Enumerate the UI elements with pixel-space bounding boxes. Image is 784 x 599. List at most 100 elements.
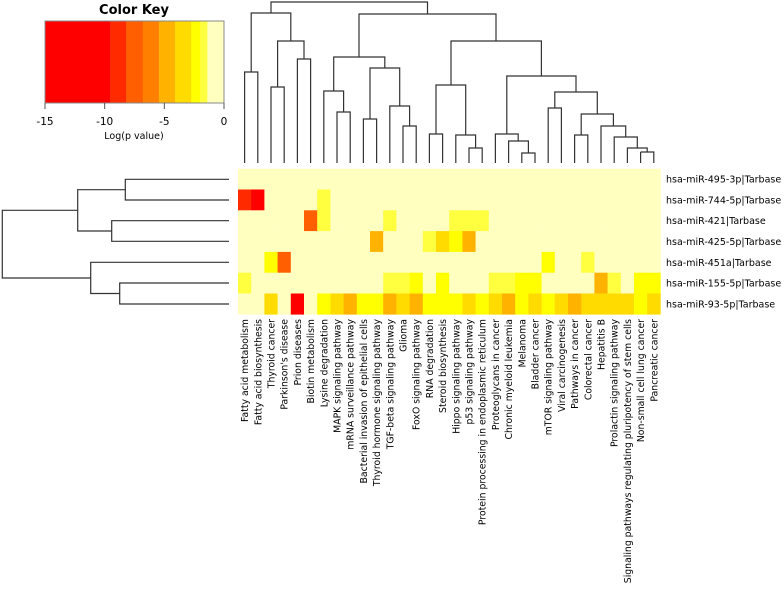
column-label: Chronic myeloid leukemia [504,319,515,440]
heatmap-cell [515,251,529,273]
heatmap-cell [290,272,305,294]
row-label: hsa-miR-451a|Tarbase [666,258,772,269]
heatmap-cell [568,272,582,294]
heatmap-cell [607,293,622,315]
heatmap-cell [449,189,463,211]
heatmap-cell [554,168,569,190]
heatmap-cell [277,210,292,232]
heatmap-cell [541,293,556,315]
heatmap-cell [317,168,331,190]
heatmap-cell [356,251,371,273]
heatmap-cell [554,251,569,273]
row-dendrogram [1,178,229,305]
heatmap-cell [488,272,503,294]
heatmap-cell [356,189,371,211]
heatmap-cell [515,189,529,211]
color-key-tick-label: -10 [96,116,113,128]
column-label: mRNA surveillance pathway [346,319,357,450]
heatmap-cell [634,231,648,253]
heatmap-cell [251,272,265,294]
heatmap-cell [528,231,542,253]
heatmap-cell [462,210,476,232]
heatmap-cell [330,272,344,294]
heatmap-cell [370,210,384,232]
heatmap-cell [528,272,542,294]
heatmap-cell [620,272,635,294]
heatmap-cell [370,272,384,294]
heatmap-cell [290,231,305,253]
heatmap-cell [581,272,595,294]
heatmap-cell [449,231,463,253]
heatmap-cell [528,210,542,232]
color-key-bin [45,21,111,103]
heatmap-cell [356,272,371,294]
color-key-ticks: -15 -10 -5 0 [36,103,227,128]
heatmap-cell [541,168,556,190]
heatmap-cell [647,210,661,232]
heatmap-cell [502,168,516,190]
color-key-bin [110,21,127,103]
heatmap-cell [356,293,371,315]
heatmap-cell [370,293,384,315]
heatmap-cell [634,251,648,273]
color-key-bin [200,21,208,103]
heatmap-cell [634,210,648,232]
heatmap-cell [343,272,358,294]
heatmap-cell [238,251,252,273]
color-key-bin [126,21,144,103]
heatmap-cell [647,251,661,273]
heatmap-cell [502,251,516,273]
heatmap-cell [581,251,595,273]
row-label: hsa-miR-495-3p|Tarbase [666,175,781,186]
heatmap-cell [594,189,608,211]
heatmap-cell [620,189,635,211]
column-label: Fatty acid biosynthesis [253,319,264,425]
heatmap-cell [264,251,278,273]
heatmap-cell [449,210,463,232]
column-label: Thyroid cancer [267,319,278,389]
heatmap-cell [343,293,358,315]
heatmap-cell [330,189,344,211]
color-key-bin [175,21,192,103]
heatmap-cell [502,189,516,211]
heatmap-cell [620,251,635,273]
row-label: hsa-miR-155-5p|Tarbase [666,279,781,290]
heatmap-cell [304,210,318,232]
heatmap-cell [356,168,371,190]
heatmap-cell [462,231,476,253]
heatmap-cell [343,231,358,253]
heatmap-cell [488,293,503,315]
heatmap-cell [475,272,490,294]
heatmap-cell [436,168,450,190]
heatmap-cell [554,231,569,253]
heatmap-cell [488,231,503,253]
column-label: Proteoglycans in cancer [491,319,502,430]
heatmap-cell [436,189,450,211]
heatmap-cell [488,168,503,190]
column-label: RNA degradation [425,319,436,398]
heatmap-cell [647,189,661,211]
column-label: Melanoma [517,319,528,367]
heatmap-cell [264,168,278,190]
color-key-tick-label: 0 [221,116,228,128]
heatmap-cell [475,251,490,273]
heatmap-cell [238,189,252,211]
column-label: Pathways in cancer [570,319,581,409]
heatmap-cell [290,293,305,315]
heatmap-cell [488,251,503,273]
column-label: Bladder cancer [531,319,542,389]
heatmap-cell [422,168,437,190]
heatmap-cell [541,210,556,232]
heatmap-cell [594,251,608,273]
heatmap-cell [515,293,529,315]
heatmap-cell [462,251,476,273]
row-label: hsa-miR-421|Tarbase [666,216,766,227]
heatmap-cell [370,189,384,211]
heatmap-cell [634,189,648,211]
heatmap-cell [515,231,529,253]
color-key-bin [142,21,160,103]
heatmap-cell [568,210,582,232]
heatmap-cell [554,272,569,294]
heatmap-cell [528,251,542,273]
